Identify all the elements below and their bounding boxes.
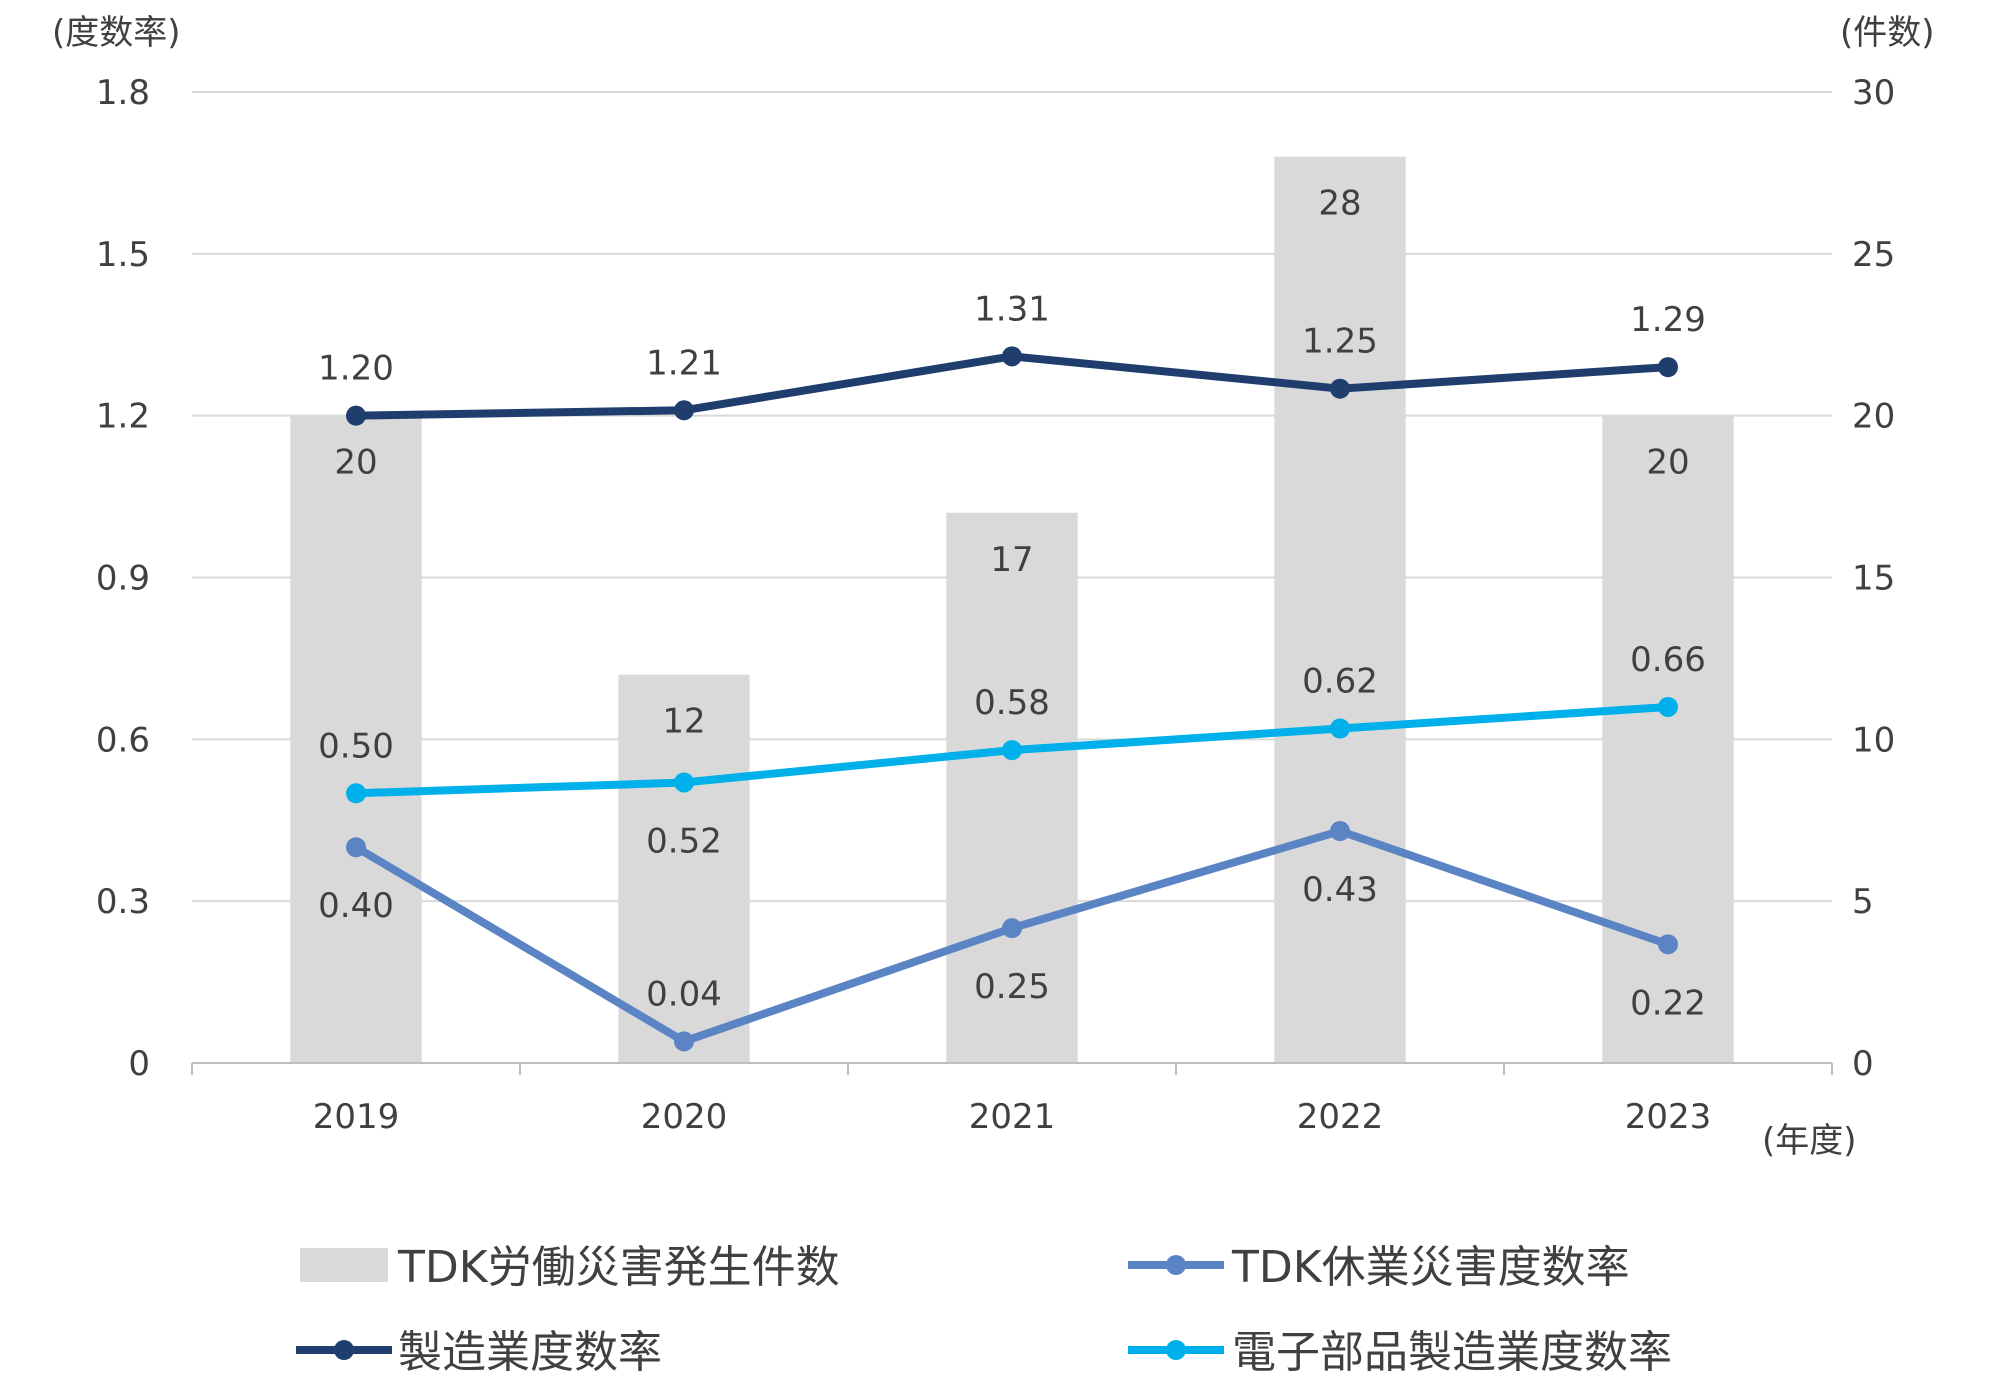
left-tick-label: 0.9 — [96, 559, 150, 599]
bar-value-label: 28 — [1318, 184, 1361, 224]
legend-item-tdk-lost-time-rate: TDK休業災害度数率 — [1128, 1242, 1630, 1293]
left-tick-label: 1.8 — [96, 73, 150, 113]
series-value-label: 1.20 — [318, 349, 394, 389]
legend-item-accident-count: TDK労働災害発生件数 — [300, 1242, 840, 1293]
right-tick-label: 5 — [1852, 882, 1874, 922]
legend-label-tdk-lost-time-rate: TDK休業災害度数率 — [1231, 1242, 1630, 1293]
x-tick-label: 2023 — [1625, 1097, 1712, 1137]
bar-value-label: 12 — [662, 702, 705, 742]
x-tick-label: 2021 — [969, 1097, 1056, 1137]
series-value-label: 0.66 — [1630, 640, 1706, 680]
series-value-label: 0.22 — [1630, 983, 1706, 1023]
series-value-label: 1.29 — [1630, 300, 1706, 340]
series-point — [346, 405, 366, 426]
right-tick-label: 25 — [1852, 235, 1895, 275]
x-tick-label: 2020 — [641, 1097, 728, 1137]
series-point — [346, 783, 366, 804]
right-tick-label: 10 — [1852, 720, 1895, 760]
series-point — [1330, 821, 1350, 842]
series-point — [1330, 718, 1350, 739]
data-labels: 20 12 17 28 20 0.40 0.04 0.25 0.43 0.22 1.20 1.21 1.… — [318, 184, 1706, 1024]
left-tick-label: 1.5 — [96, 235, 150, 275]
series-value-label: 0.40 — [318, 886, 394, 926]
legend-item-manufacturing-rate: 製造業度数率 — [296, 1327, 662, 1378]
right-tick-label: 0 — [1852, 1044, 1874, 1084]
series-value-label: 1.21 — [646, 343, 722, 383]
legend-label-manufacturing-rate: 製造業度数率 — [398, 1327, 662, 1378]
x-tick-label: 2019 — [313, 1097, 400, 1137]
right-tick-label: 30 — [1852, 73, 1895, 113]
series-point — [674, 772, 694, 793]
bar-2021 — [946, 512, 1078, 1063]
right-tick-label: 15 — [1852, 559, 1895, 599]
left-tick-label: 0.3 — [96, 882, 150, 922]
legend-item-electronics-rate: 電子部品製造業度数率 — [1128, 1327, 1672, 1378]
left-axis-unit-label: (度数率) — [52, 13, 181, 53]
series-point — [1658, 696, 1678, 717]
legend-swatch-marker — [1166, 1340, 1186, 1360]
series-value-label: 0.43 — [1302, 870, 1378, 910]
series-lines — [346, 346, 1678, 1052]
left-tick-label: 1.2 — [96, 397, 150, 437]
right-axis-unit-label: (件数) — [1840, 13, 1935, 53]
series-point — [1658, 934, 1678, 955]
series-point — [346, 837, 366, 858]
bar-value-label: 20 — [334, 443, 377, 483]
legend: TDK労働災害発生件数 TDK休業災害度数率 製造業度数率 電子部品製造業度数率 — [296, 1242, 1672, 1378]
bars — [290, 156, 1734, 1064]
x-axis-unit-label: (年度) — [1762, 1121, 1857, 1161]
series-value-label: 0.58 — [974, 683, 1050, 723]
bar-2022 — [1274, 156, 1406, 1063]
series-point — [1002, 740, 1022, 761]
legend-label-electronics-rate: 電子部品製造業度数率 — [1232, 1327, 1672, 1378]
series-point — [1330, 378, 1350, 399]
bar-2023 — [1602, 415, 1734, 1064]
legend-label-accident-count: TDK労働災害発生件数 — [397, 1242, 840, 1293]
series-point — [1658, 357, 1678, 378]
series-value-label: 0.52 — [646, 821, 722, 861]
x-tick-label: 2022 — [1297, 1097, 1384, 1137]
left-tick-label: 0.6 — [96, 720, 150, 760]
series-point — [1002, 918, 1022, 939]
bar-2020 — [618, 674, 750, 1063]
bar-value-label: 20 — [1646, 443, 1689, 483]
series-value-label: 0.25 — [974, 967, 1050, 1007]
series-point — [1002, 346, 1022, 367]
series-value-label: 1.25 — [1302, 322, 1378, 362]
series-value-label: 1.31 — [974, 289, 1050, 329]
legend-swatch-marker — [334, 1340, 354, 1360]
series-point — [674, 1031, 694, 1052]
series-point — [674, 400, 694, 421]
bar-2019 — [290, 415, 422, 1064]
right-tick-label: 20 — [1852, 397, 1895, 437]
series-value-label: 0.50 — [318, 726, 394, 766]
series-value-label: 0.62 — [1302, 662, 1378, 702]
series-value-label: 0.04 — [646, 974, 722, 1014]
legend-swatch-marker — [1166, 1255, 1186, 1275]
legend-swatch-bar — [300, 1248, 388, 1282]
bar-value-label: 17 — [990, 540, 1033, 580]
left-tick-label: 0 — [128, 1044, 150, 1084]
